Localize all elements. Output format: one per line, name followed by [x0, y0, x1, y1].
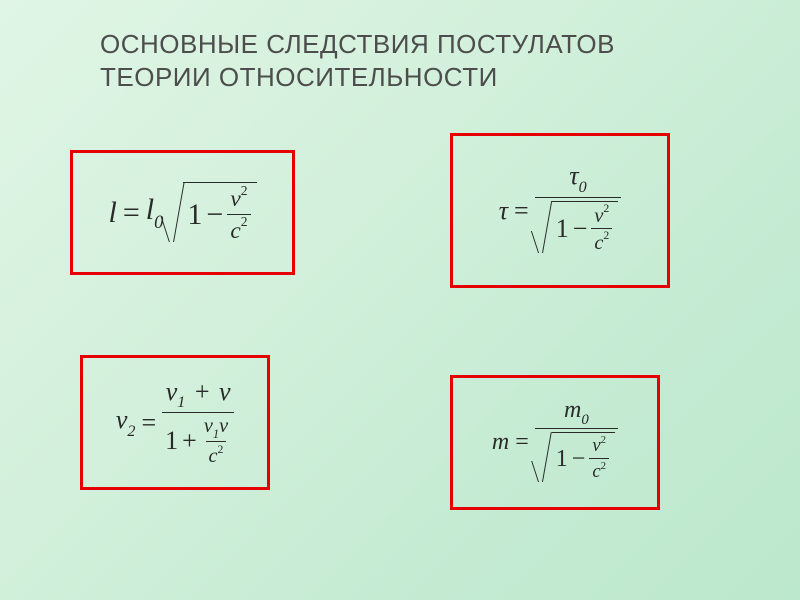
f1-v2c2: v2 c2: [227, 186, 250, 242]
f1-lhs: l: [109, 196, 117, 230]
f4-lhs: m: [492, 429, 509, 456]
formula-length-contraction: l = l0 1 − v2 c2: [70, 150, 295, 275]
formula-relativistic-mass: m = m0 1 − v2 c2: [450, 375, 660, 510]
f2-sqrt: 1 − v2 c2: [538, 201, 619, 253]
f3-den-frac: v1v c2: [201, 416, 231, 467]
f2-minus: −: [573, 216, 588, 242]
f2-tau0-sub: 0: [579, 179, 587, 196]
formula-time-dilation: τ = τ0 1 − v2 c2: [450, 133, 670, 288]
f4-eq: =: [515, 429, 529, 456]
f4-v-exp: 2: [601, 434, 606, 446]
f1-l0: l0: [146, 193, 164, 232]
slide-title: ОСНОВНЫЕ СЛЕДСТВИЯ ПОСТУЛАТОВ ТЕОРИИ ОТН…: [100, 28, 720, 93]
f3-num-plus: +: [192, 377, 213, 406]
f3-num-v: v: [219, 377, 231, 406]
f2-c-exp: 2: [603, 229, 609, 242]
f1-sqrt: 1 − v2 c2: [169, 182, 256, 242]
f1-c: c: [230, 217, 240, 243]
f4-frac: m0 1 − v2 c2: [535, 398, 618, 488]
f2-eq: =: [514, 196, 529, 226]
f2-lhs: τ: [499, 196, 508, 226]
f3-num-v1-var: v: [166, 377, 178, 406]
f4-c-exp: 2: [601, 460, 606, 472]
f2-v-exp: 2: [603, 202, 609, 215]
f3-lhs-sub: 2: [127, 423, 135, 440]
f3-den-v1-var: v: [204, 415, 213, 437]
f4-m0-sub: 0: [581, 412, 588, 428]
f1-l0-var: l: [146, 193, 154, 226]
f1-minus: −: [206, 198, 223, 232]
f2-frac: τ0 1 − v2 c2: [535, 163, 622, 257]
f2-tau0-var: τ: [569, 161, 578, 190]
f4-m0-var: m: [564, 397, 581, 423]
f4-v2c2: v2 c2: [589, 436, 609, 482]
formula-velocity-addition: v2 = v1 + v 1 + v1v c2: [80, 355, 270, 490]
f4-v: v: [592, 436, 600, 457]
f3-frac: v1 + v 1 + v1v c2: [162, 379, 234, 467]
f3-den-plus: +: [182, 428, 197, 454]
f1-eq: =: [123, 196, 140, 230]
f3-lhs-var: v: [116, 405, 128, 434]
f3-den-one: 1: [165, 428, 178, 454]
f1-v: v: [230, 186, 240, 212]
f3-eq: =: [141, 408, 156, 438]
f3-den-c-exp: 2: [218, 443, 224, 456]
f1-v-exp: 2: [241, 183, 248, 198]
f4-c: c: [592, 462, 600, 483]
f3-den-v: v: [219, 415, 228, 437]
f3-num-v1-sub: 1: [177, 394, 185, 411]
f3-den-v1-sub: 1: [213, 427, 219, 441]
f4-sqrt: 1 − v2 c2: [538, 432, 615, 482]
f3-lhs: v2: [116, 405, 136, 439]
f2-v2c2: v2 c2: [591, 205, 612, 253]
f1-c-exp: 2: [241, 214, 248, 229]
f4-minus: −: [572, 447, 586, 471]
f3-den-c: c: [209, 445, 218, 467]
